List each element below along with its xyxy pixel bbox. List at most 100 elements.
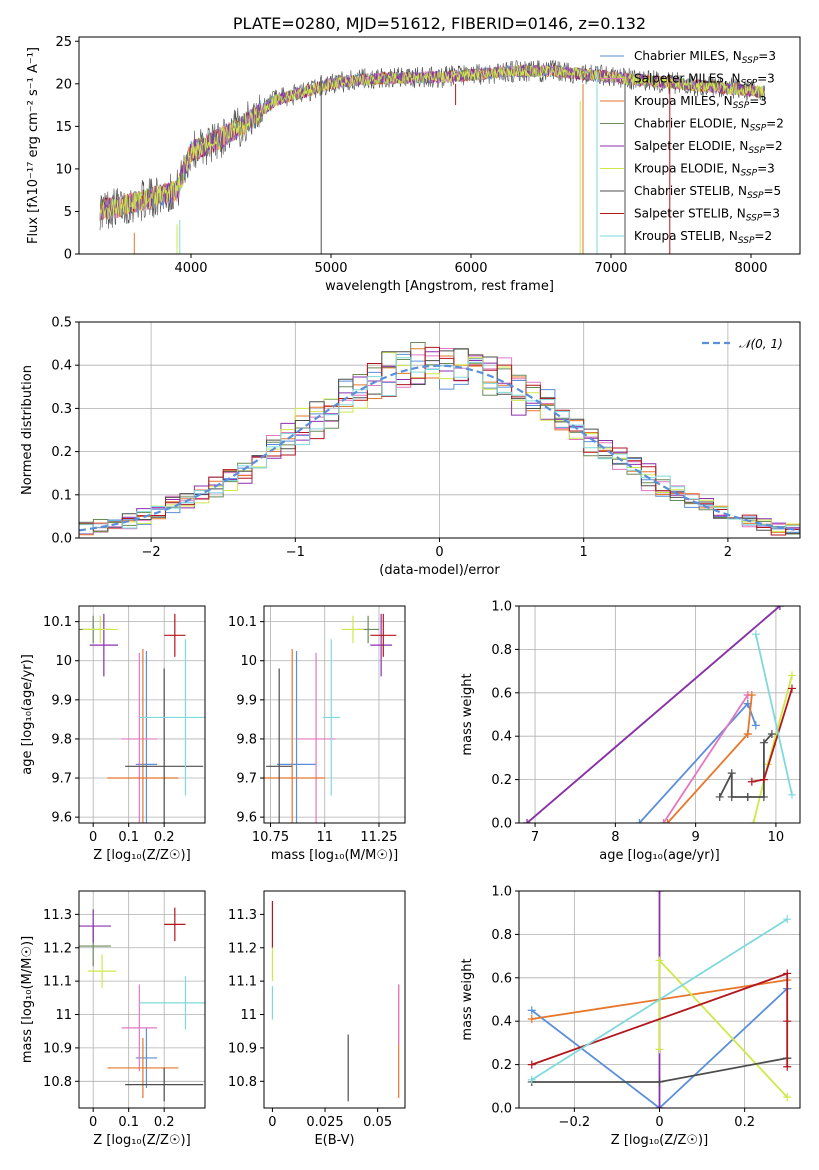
spectrum-line-kroupa_elodie — [99, 64, 765, 221]
plot-area — [271, 901, 400, 1102]
x-axis-label: (data-model)/error — [379, 563, 500, 578]
legend-label: 𝒩(0, 1) — [739, 337, 783, 351]
x-axis-label: Z [log₁₀(Z/Z☉)] — [611, 1133, 708, 1148]
y-tick-label: 11.3 — [43, 908, 72, 923]
weight-marker-salpeter_elodie — [655, 1104, 664, 1108]
x-tick-label: 0 — [435, 545, 443, 560]
plot-area — [79, 613, 205, 823]
y-tick-label: 10 — [55, 654, 72, 669]
axes-frame — [78, 605, 206, 824]
weight-marker-chabrier_stelib — [759, 738, 768, 747]
weight-marker-salpeter_elodie — [775, 606, 784, 610]
axes-frame — [78, 36, 801, 255]
weight-marker-chabrier_stelib — [727, 769, 736, 778]
spectrum-line-salpeter_elodie — [99, 64, 766, 221]
plot-area — [99, 59, 766, 254]
weight-marker-chabrier_stelib — [767, 730, 776, 739]
legend-label: Kroupa ELODIE, NSSP=3 — [634, 162, 775, 179]
y-tick-label: 10.8 — [228, 1075, 257, 1090]
axes-frame — [518, 605, 801, 824]
y-tick-label: 9.9 — [51, 693, 72, 708]
weight-marker-kroupa_stelib — [787, 790, 796, 799]
y-tick-label: 0.1 — [51, 488, 72, 503]
chart-title: PLATE=0280, MJD=51612, FIBERID=0146, z=0… — [233, 14, 646, 33]
chart-mass_vs_z: 0 0.1 0.2 10.8 10.9 11 11.1 11.2 11.3 Z [log₁₀(Z/… — [20, 890, 206, 1148]
weight-marker-kroupa_elodie — [655, 956, 664, 965]
y-tick-label: 0.2 — [491, 1058, 512, 1073]
axes-frame — [78, 321, 801, 539]
weight-marker-salpeter_stelib — [747, 777, 756, 786]
legend-label: Kroupa MILES, NSSP=3 — [634, 94, 767, 111]
y-tick-label: 9.9 — [236, 693, 257, 708]
weight-line-salpeter_miles — [662, 694, 749, 823]
x-tick-label: 5000 — [314, 261, 347, 276]
weight-marker-chabrier_stelib — [727, 792, 736, 801]
plot-area — [264, 613, 397, 823]
y-tick-label: 0.0 — [51, 532, 72, 547]
histogram-kroupa_stelib — [79, 357, 800, 538]
x-tick-label: 0 — [655, 1115, 663, 1130]
y-tick-label: 9.7 — [236, 772, 257, 787]
y-axis-label: age [log₁₀(age/yr)] — [20, 654, 35, 775]
weight-marker-kroupa_stelib — [783, 915, 792, 924]
y-tick-label: 5 — [64, 205, 72, 220]
legend-label-sub: SSP — [741, 79, 758, 89]
legend-label-suffix: =3 — [757, 162, 775, 176]
legend-label-sub: SSP — [746, 214, 763, 224]
y-tick-label: 25 — [55, 35, 72, 50]
weight-line-salpeter_elodie — [526, 606, 781, 823]
y-tick-label: 10.8 — [43, 1075, 72, 1090]
weight-marker-chabrier_miles — [751, 721, 760, 730]
x-tick-label: 10 — [768, 830, 785, 845]
y-tick-label: 10.9 — [43, 1041, 72, 1056]
x-tick-label: −2 — [142, 545, 161, 560]
chart-residuals: −2 −1 0 1 2 0.0 0.1 0.2 0.3 0.4 0.5 (data-model)/er… — [20, 316, 801, 578]
legend-label-main: Salpeter ELODIE, N — [634, 139, 748, 153]
legend-label-main: Kroupa ELODIE, N — [634, 162, 741, 176]
weight-marker-kroupa_miles — [663, 819, 672, 823]
weight-line-kroupa_stelib — [754, 634, 793, 795]
x-tick-label: 0 — [89, 830, 97, 845]
x-tick-label: 4000 — [174, 261, 207, 276]
y-tick-label: 11.1 — [228, 975, 257, 990]
weight-line-salpeter_stelib — [531, 972, 789, 1067]
y-tick-label: 11.2 — [43, 941, 72, 956]
y-axis-label: mass weight — [460, 958, 475, 1040]
x-axis-label: Z [log₁₀(Z/Z☉)] — [93, 848, 190, 863]
weight-line-chabrier_miles — [531, 987, 788, 1108]
weight-marker-chabrier_miles — [635, 819, 644, 823]
weight-marker-salpeter_elodie — [523, 819, 532, 823]
y-tick-label: 0.8 — [491, 928, 512, 943]
axes-frame — [263, 890, 406, 1109]
x-axis-label: Z [log₁₀(Z/Z☉)] — [93, 1133, 190, 1148]
x-tick-label: 0 — [89, 1115, 97, 1130]
legend-label-main: Salpeter MILES, N — [634, 72, 741, 86]
chart-mass_weight_vs_z: −0.2 0 0.2 0.0 0.2 0.4 0.6 0.8 1.0 Z [log₁₀(Z/Z☉)… — [460, 885, 801, 1148]
legend-label-suffix: =2 — [765, 139, 783, 153]
weight-marker-chabrier_miles — [527, 1006, 536, 1015]
weight-marker-salpeter_stelib — [783, 969, 792, 978]
weight-marker-chabrier_stelib — [715, 792, 724, 801]
y-tick-label: 0.6 — [491, 686, 512, 701]
y-tick-label: 1.0 — [491, 600, 512, 615]
y-tick-label: 0.4 — [51, 359, 72, 374]
weight-marker-kroupa_elodie — [783, 1093, 792, 1102]
weight-marker-chabrier_stelib — [743, 792, 752, 801]
chart-mass_weight_vs_age: 7 8 9 10 0.0 0.2 0.4 0.6 0.8 1.0 age [log₁₀(age/yr… — [460, 600, 801, 863]
x-tick-label: −1 — [286, 545, 305, 560]
x-tick-label: 0.2 — [734, 1115, 755, 1130]
plot-area — [79, 342, 800, 538]
legend-label-sub: SSP — [748, 146, 765, 156]
axes-frame — [263, 605, 406, 824]
y-tick-label: 20 — [55, 77, 72, 92]
weight-marker-salpeter_stelib — [783, 1017, 792, 1026]
x-tick-label: 7 — [531, 830, 539, 845]
y-tick-label: 0.2 — [491, 773, 512, 788]
normal-curve — [79, 364, 800, 532]
legend-label-sub: SSP — [742, 56, 759, 66]
y-tick-label: 9.7 — [51, 772, 72, 787]
weight-marker-kroupa_elodie — [787, 671, 796, 680]
axes-frame — [78, 890, 206, 1109]
y-tick-label: 9.6 — [51, 811, 72, 826]
x-tick-label: 6000 — [454, 261, 487, 276]
